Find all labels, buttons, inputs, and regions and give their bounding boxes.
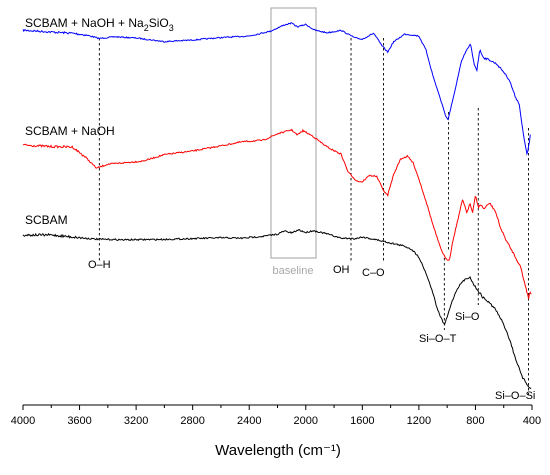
x-tick-label-7: 1200: [407, 415, 431, 427]
x-tick-label-8: 800: [466, 415, 484, 427]
x-tick-label-0: 4000: [11, 415, 35, 427]
annotation-o-h: O–H: [88, 259, 111, 271]
series-label-scbam-naoh: SCBAM + NaOH: [25, 124, 115, 138]
annotation-oh: OH: [333, 264, 350, 276]
series-line-2: [22, 229, 532, 390]
x-axis-ticks: 4000 3600 3200 2800 2400 2000 1600 1200 800 400: [11, 405, 541, 427]
annotation-si-o-si: Si–O–Si: [495, 390, 535, 402]
annotation-si-o-t: Si–O–T: [419, 333, 457, 345]
annotation-si-o: Si–O: [455, 311, 480, 323]
annotation-guides: [98, 38, 529, 395]
series-label-scbam-naoh-na2sio3: SCBAM + NaOH + Na2SiO3: [25, 16, 174, 33]
x-tick-label-6: 1600: [350, 415, 374, 427]
x-tick-label-3: 2800: [180, 415, 204, 427]
annotation-c-o: C–O: [362, 267, 385, 279]
x-axis-label: Wavelength (cm⁻¹): [215, 442, 341, 459]
x-tick-label-1: 3600: [67, 415, 91, 427]
series-line-1: [22, 128, 532, 299]
x-tick-label-2: 3200: [124, 415, 148, 427]
series-label-scbam: SCBAM: [25, 213, 68, 227]
baseline-region-box: [270, 7, 317, 259]
x-tick-label-9: 400: [523, 415, 541, 427]
x-tick-label-5: 2000: [294, 415, 318, 427]
series-line-0: [22, 22, 531, 156]
baseline-label: baseline: [273, 265, 314, 277]
x-tick-label-4: 2400: [237, 415, 261, 427]
series-group: [22, 22, 532, 390]
